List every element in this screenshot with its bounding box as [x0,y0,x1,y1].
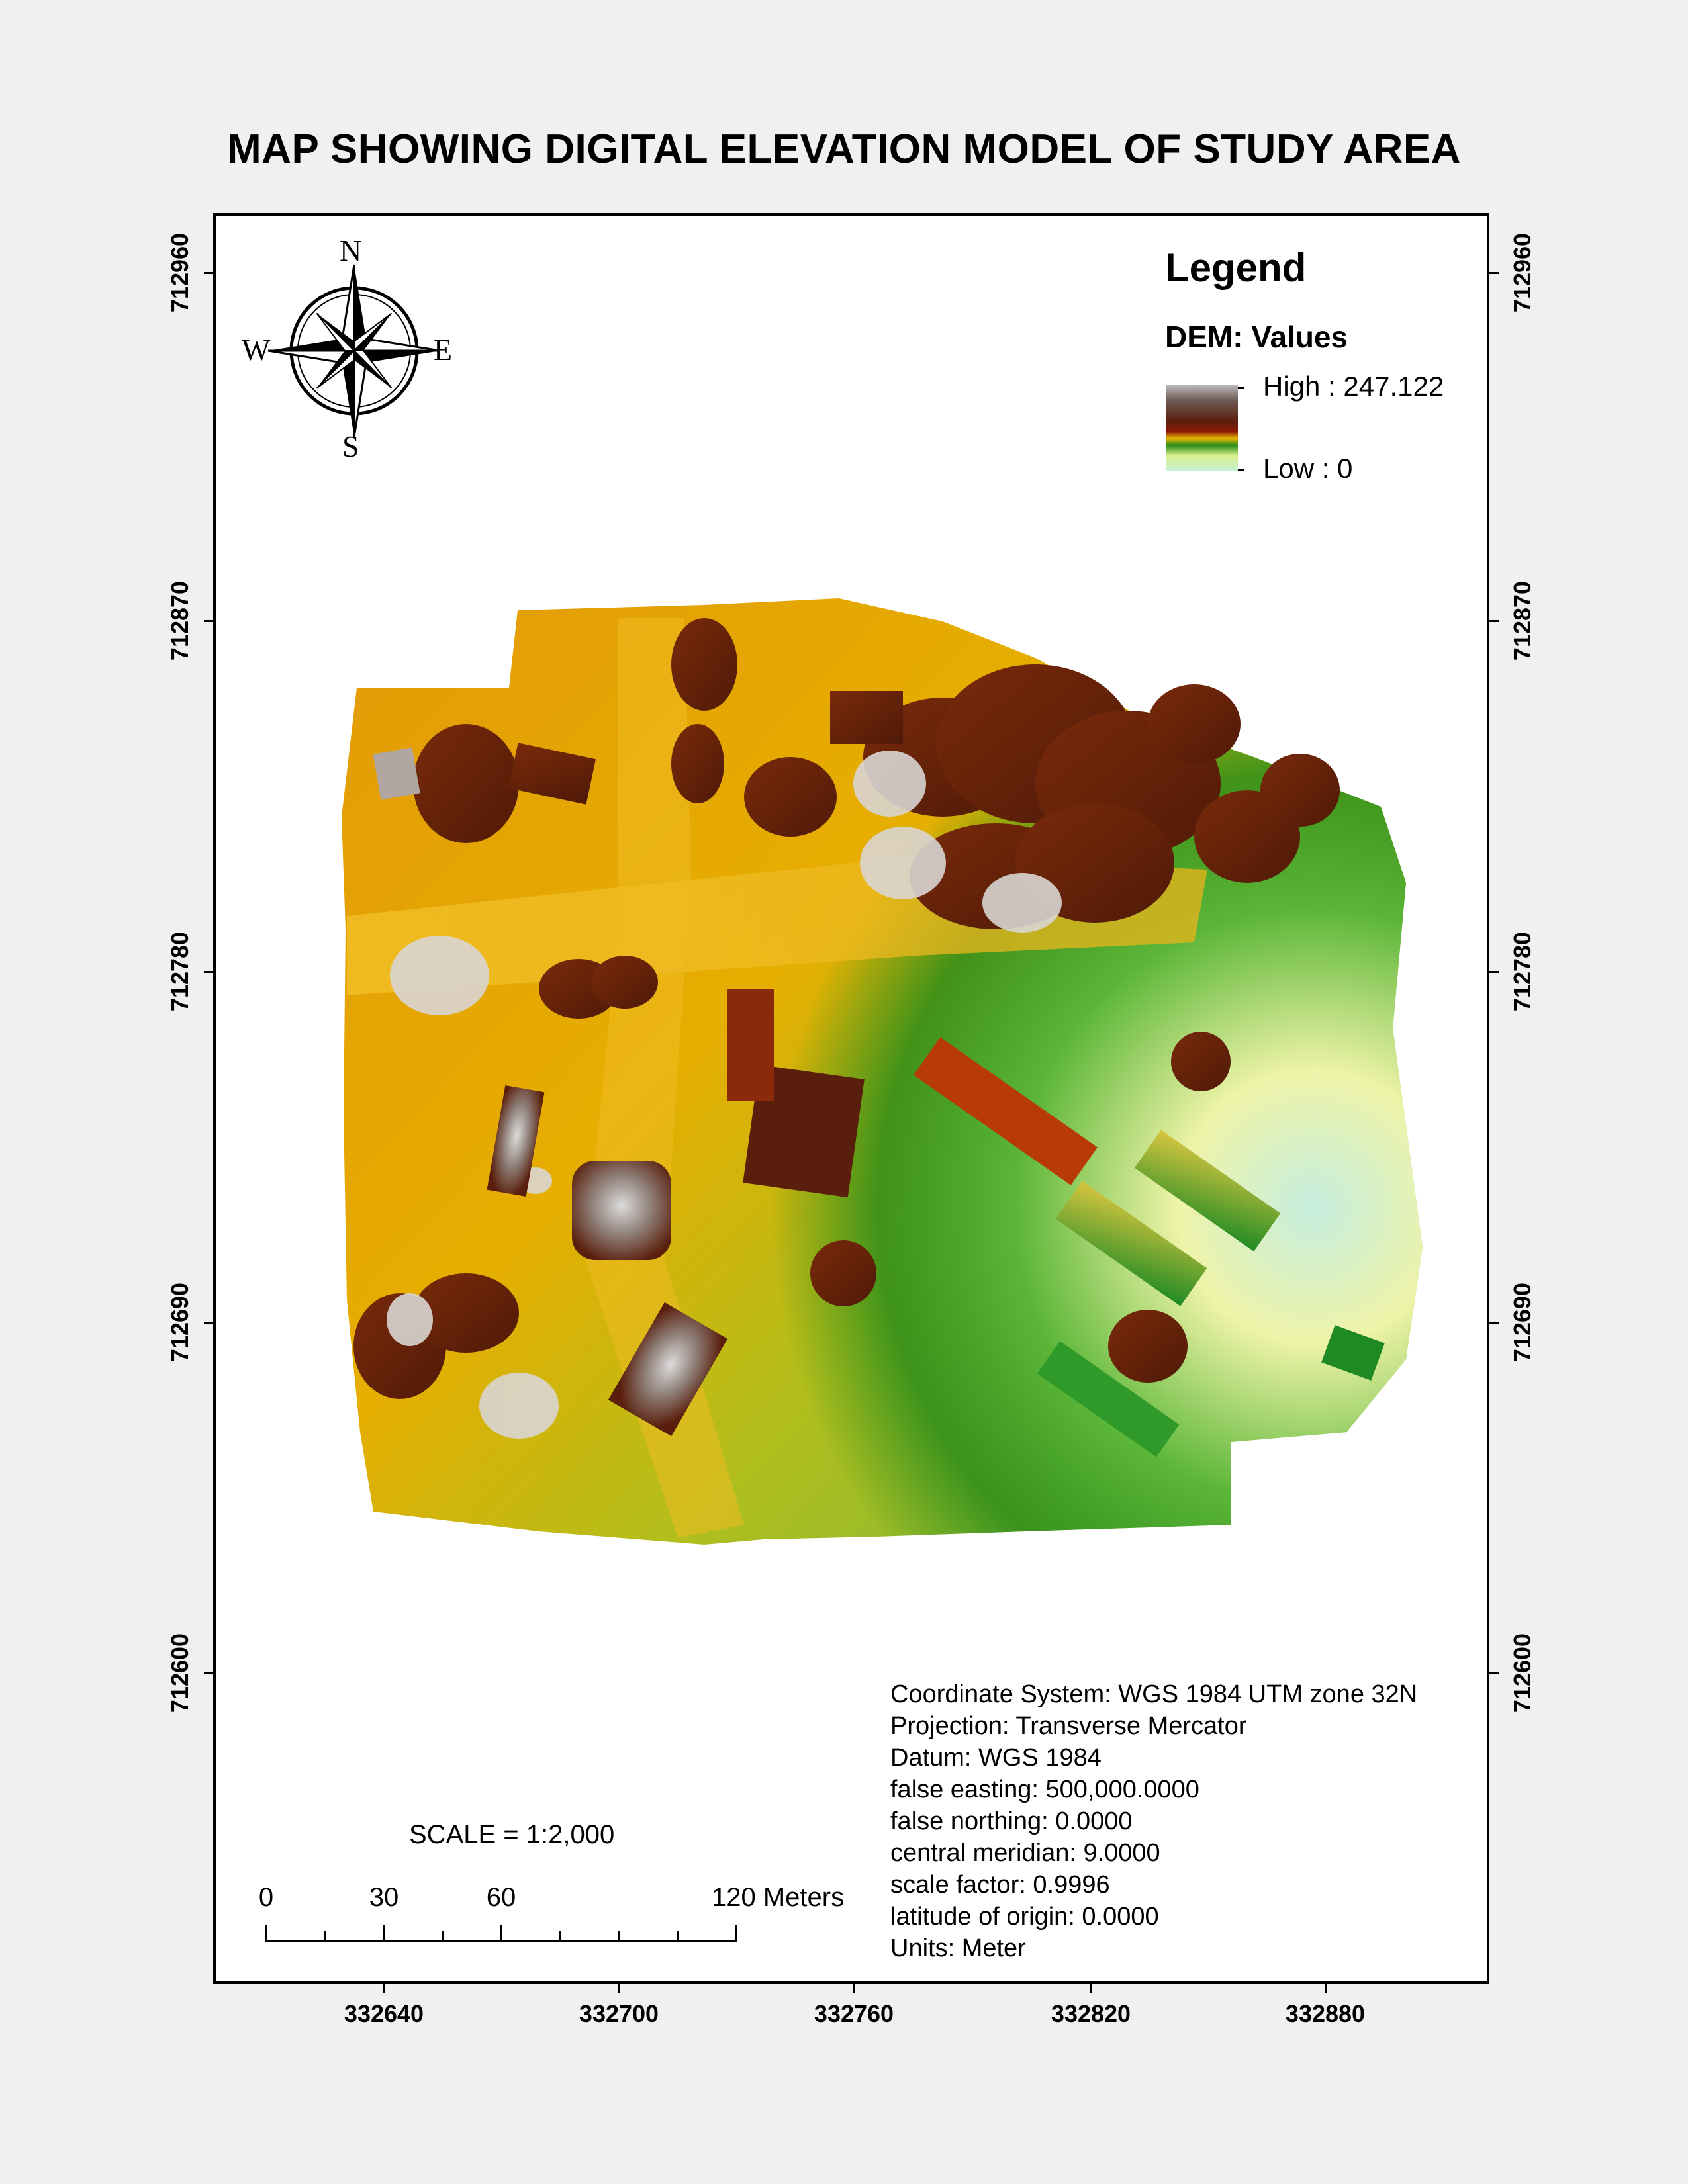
y-tick-mark [1489,1672,1499,1674]
legend-title: Legend [1165,246,1307,290]
scale-bar-label: 30 [369,1883,399,1912]
y-tick-label-left: 712960 [166,232,193,313]
y-tick-mark [1489,971,1499,973]
projection-line: Coordinate System: WGS 1984 UTM zone 32N [890,1680,1418,1708]
y-tick-mark [1489,272,1499,274]
scale-bar-tick [677,1931,679,1942]
projection-line: central meridian: 9.0000 [890,1839,1160,1867]
scale-bar-label: 120 Meters [712,1883,845,1912]
dem-raster [342,598,1423,1545]
projection-info: Coordinate System: WGS 1984 UTM zone 32N… [890,1678,1417,1964]
y-tick-label-right: 712960 [1509,232,1536,313]
south-label: S [342,430,359,463]
legend-field-name: DEM: Values [1165,320,1348,354]
x-tick-mark [618,1984,620,1993]
north-label: N [340,234,362,267]
y-tick-label-right: 712780 [1509,931,1536,1012]
y-tick-mark [204,1672,213,1674]
x-tick-label: 332880 [1285,2000,1366,2027]
scale-bar-tick [442,1931,444,1942]
scale-bar-tick [559,1931,561,1942]
x-tick-mark [853,1984,855,1993]
y-tick-mark [204,272,213,274]
scale-bar-label: 60 [486,1883,516,1912]
x-tick-label: 332820 [1051,2000,1131,2027]
y-tick-label-left: 712690 [166,1282,193,1363]
scale-bar-tick [324,1931,326,1942]
y-tick-label-right: 712870 [1509,580,1536,661]
legend-color-ramp [1166,385,1238,471]
y-tick-label-left: 712870 [166,580,193,661]
north-arrow [267,264,441,437]
compass-rose-icon [267,264,441,437]
east-label: E [434,333,453,367]
map-frame [213,213,1489,1984]
y-tick-mark [1489,1322,1499,1324]
x-tick-label: 332760 [814,2000,894,2027]
scale-bar-tick [500,1925,502,1942]
legend-low-label: Low : 0 [1263,453,1353,484]
scale-bar-tick [383,1925,385,1942]
scale-bar-label: 0 [258,1883,274,1912]
projection-line: false easting: 500,000.0000 [890,1776,1199,1803]
scale-bar-tick [618,1931,620,1942]
legend-high-label: High : 247.122 [1263,371,1444,402]
y-tick-label-left: 712600 [166,1633,193,1713]
scale-bar-tick [735,1925,737,1942]
scale-bar-tick [265,1925,267,1942]
y-tick-mark [204,1322,213,1324]
projection-line: latitude of origin: 0.0000 [890,1903,1159,1931]
projection-line: Projection: Transverse Mercator [890,1712,1247,1740]
projection-line: scale factor: 0.9996 [890,1871,1110,1899]
x-tick-label: 332640 [344,2000,424,2027]
y-tick-label-left: 712780 [166,931,193,1012]
x-tick-mark [1090,1984,1092,1993]
projection-line: Datum: WGS 1984 [890,1744,1102,1772]
projection-line: Units: Meter [890,1934,1026,1962]
scale-text: SCALE = 1:2,000 [409,1820,615,1849]
x-tick-mark [1325,1984,1327,1993]
y-tick-label-right: 712600 [1509,1633,1536,1713]
west-label: W [242,333,271,367]
map-title: MAP SHOWING DIGITAL ELEVATION MODEL OF S… [227,126,1461,172]
y-tick-label-right: 712690 [1509,1282,1536,1363]
y-tick-mark [204,620,213,622]
legend-tick-high [1238,387,1244,389]
legend-tick-low [1238,469,1244,471]
x-tick-label: 332700 [579,2000,659,2027]
x-tick-mark [383,1984,385,1993]
y-tick-mark [1489,620,1499,622]
projection-line: false northing: 0.0000 [890,1807,1133,1835]
y-tick-mark [204,971,213,973]
